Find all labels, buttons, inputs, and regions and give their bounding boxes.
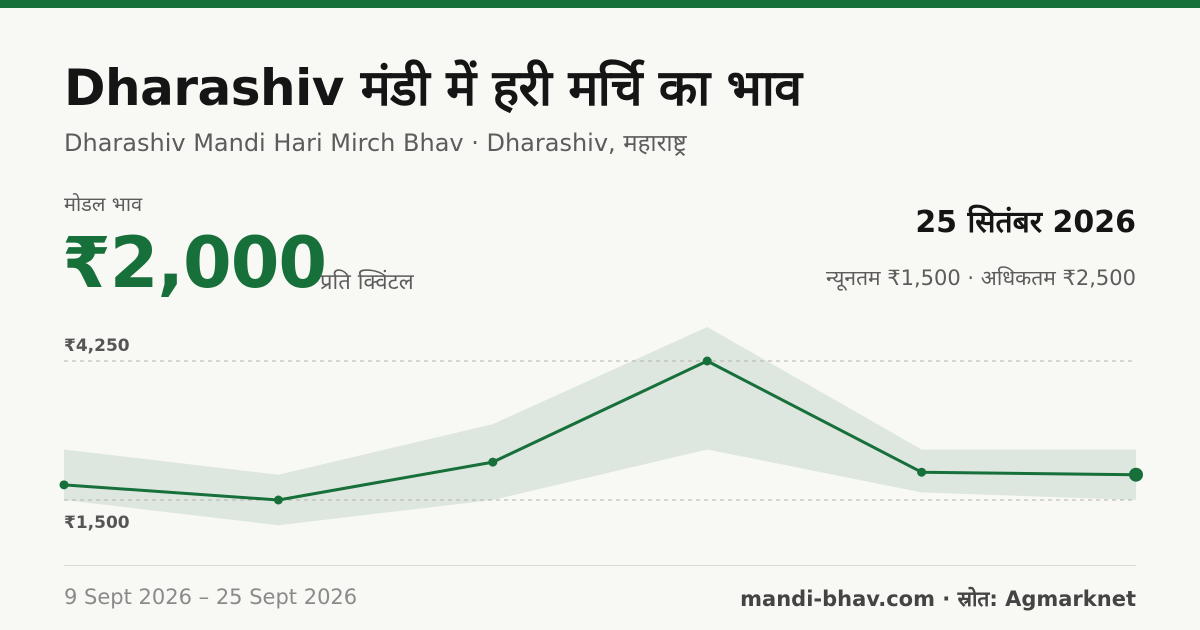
page-title: Dharashiv मंडी में हरी मर्चि का भाव [64, 59, 802, 117]
y-tick-label-0: ₹4,250 [64, 336, 130, 356]
data-point-5 [1129, 467, 1143, 482]
data-point-4 [917, 467, 927, 477]
price-unit: प्रति क्विंटल [320, 270, 414, 295]
data-point-0 [59, 480, 69, 490]
price-trend-chart: ₹4,250 ₹1,500 [59, 327, 1143, 533]
data-point-1 [273, 495, 283, 505]
min-max-price: न्यूनतम ₹1,500 · अधिकतम ₹2,500 [826, 266, 1136, 290]
modal-price-value: ₹2,000 [62, 222, 327, 304]
modal-price-line [62, 359, 1138, 502]
price-date: 25 सितंबर 2026 [915, 205, 1136, 240]
data-point-2 [488, 457, 498, 467]
top-accent-bar [0, 0, 1200, 8]
page-subtitle: Dharashiv Mandi Hari Mirch Bhav · Dharas… [64, 129, 687, 157]
modal-price-label: मोडल भाव [64, 192, 143, 216]
min-max-range-band [64, 327, 1136, 526]
y-tick-label-1: ₹1,500 [64, 513, 130, 533]
date-range: 9 Sept 2026 – 25 Sept 2026 [64, 585, 358, 609]
data-point-3 [702, 356, 712, 366]
footer-divider [64, 565, 1136, 566]
source-credit: mandi-bhav.com · स्रोत: Agmarknet [740, 587, 1136, 611]
